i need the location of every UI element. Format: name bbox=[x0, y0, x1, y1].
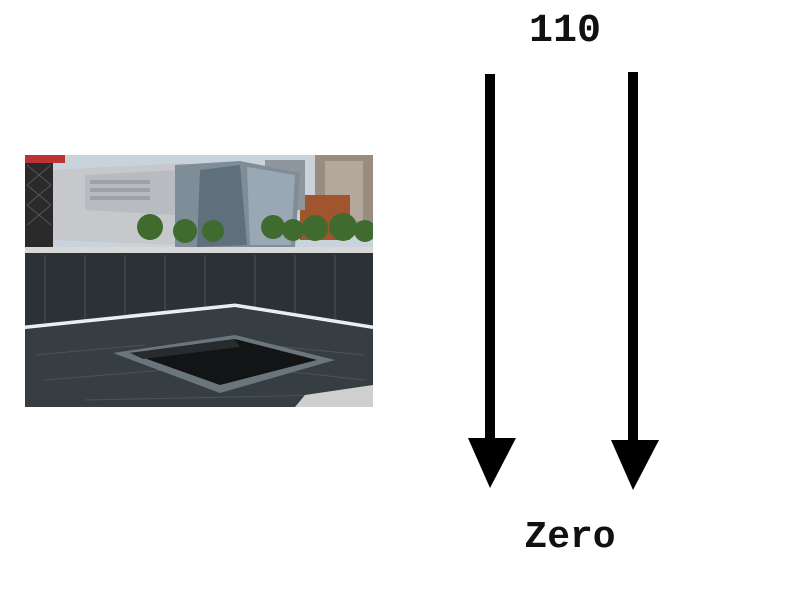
memorial-pool-photo bbox=[25, 155, 373, 407]
right-down-arrow-icon bbox=[611, 72, 659, 490]
top-number-label: 110 bbox=[528, 9, 601, 54]
left-down-arrow-icon bbox=[468, 74, 516, 488]
bottom-word-label: Zero bbox=[524, 516, 616, 559]
